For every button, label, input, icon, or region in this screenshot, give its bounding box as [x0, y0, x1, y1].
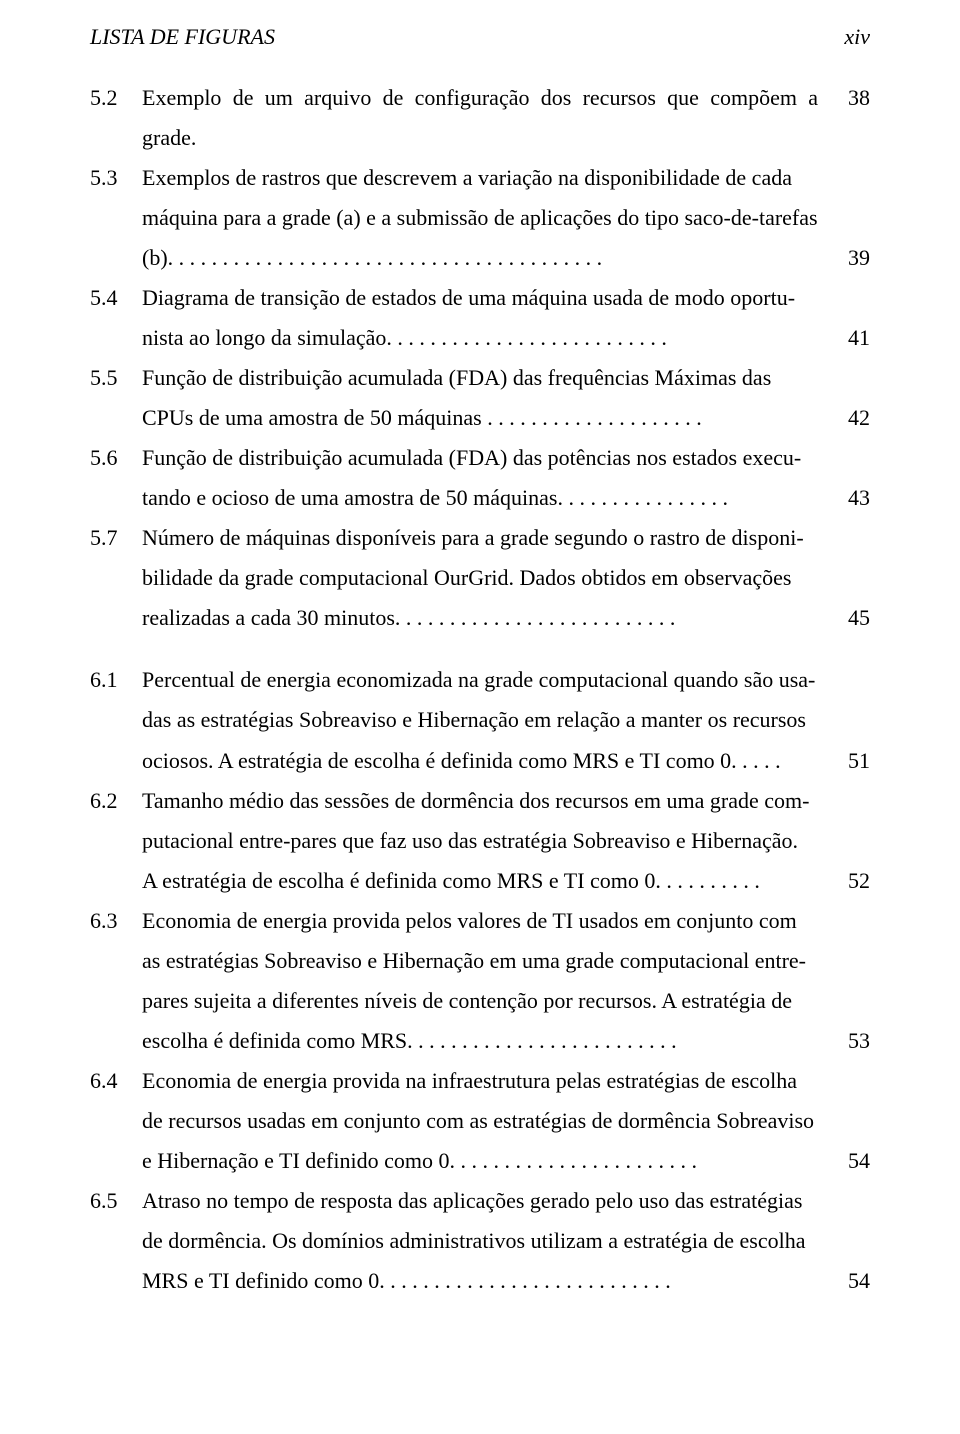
entry-text: Função de distribuição acumulada (FDA) d…: [142, 358, 870, 398]
entry-text: MRS e TI definido como 0. . . . . . . . …: [142, 1261, 818, 1301]
entry-text: escolha é definida como MRS. . . . . . .…: [142, 1021, 818, 1061]
entry-text: máquina para a grade (a) e a submissão d…: [142, 198, 870, 238]
entry-number: 5.7: [90, 518, 142, 558]
entry-text: tando e ocioso de uma amostra de 50 máqu…: [142, 478, 818, 518]
entry-body: Número de máquinas disponíveis para a gr…: [142, 518, 870, 558]
entry-number: 5.3: [90, 158, 142, 198]
entry-text: e Hibernação e TI definido como 0. . . .…: [142, 1141, 818, 1181]
entry-body: Função de distribuição acumulada (FDA) d…: [142, 358, 870, 398]
entry-page: 45: [818, 598, 870, 638]
entry-text: Economia de energia provida pelos valore…: [142, 901, 870, 941]
entry-number: 6.1: [90, 660, 142, 700]
entry-body: Economia de energia provida pelos valore…: [142, 901, 870, 941]
entry-page: 38: [818, 78, 870, 118]
lof-entry-cont: tando e ocioso de uma amostra de 50 máqu…: [90, 478, 870, 518]
entry-page: 39: [818, 238, 870, 278]
entry-page: 53: [818, 1021, 870, 1061]
entry-page: 42: [818, 398, 870, 438]
lof-entry: 5.2Exemplo de um arquivo de configuração…: [90, 78, 870, 158]
entry-number: 5.4: [90, 278, 142, 318]
lof-entry-cont: putacional entre-pares que faz uso das e…: [90, 821, 870, 861]
lof-entry: 6.2Tamanho médio das sessões de dormênci…: [90, 781, 870, 821]
lof-entry-cont: escolha é definida como MRS. . . . . . .…: [90, 1021, 870, 1061]
lof-entry-cont: e Hibernação e TI definido como 0. . . .…: [90, 1141, 870, 1181]
entry-text: nista ao longo da simulação. . . . . . .…: [142, 318, 818, 358]
entry-number: 6.4: [90, 1061, 142, 1101]
lof-entry-cont: de dormência. Os domínios administrativo…: [90, 1221, 870, 1261]
entry-text: Exemplo de um arquivo de configuração do…: [142, 78, 818, 158]
entry-page: 51: [818, 741, 870, 781]
lof-entry-cont: de recursos usadas em conjunto com as es…: [90, 1101, 870, 1141]
entry-text: A estratégia de escolha é definida como …: [142, 861, 818, 901]
entry-body: Tamanho médio das sessões de dormência d…: [142, 781, 870, 821]
lof-entry: 6.4Economia de energia provida na infrae…: [90, 1061, 870, 1101]
entry-text: Tamanho médio das sessões de dormência d…: [142, 781, 870, 821]
lof-entry-cont: nista ao longo da simulação. . . . . . .…: [90, 318, 870, 358]
section-gap: [90, 638, 870, 660]
entry-page: 41: [818, 318, 870, 358]
entry-text: pares sujeita a diferentes níveis de con…: [142, 981, 870, 1021]
entry-text: putacional entre-pares que faz uso das e…: [142, 821, 870, 861]
entry-text: ociosos. A estratégia de escolha é defin…: [142, 741, 818, 781]
entry-text: de dormência. Os domínios administrativo…: [142, 1221, 870, 1261]
entry-body: Função de distribuição acumulada (FDA) d…: [142, 438, 870, 478]
lof-entry-cont: as estratégias Sobreaviso e Hibernação e…: [90, 941, 870, 981]
entry-number: 5.2: [90, 78, 142, 118]
lof-entry-cont: das as estratégias Sobreaviso e Hibernaç…: [90, 700, 870, 740]
lof-entry: 5.6Função de distribuição acumulada (FDA…: [90, 438, 870, 478]
entry-body: Economia de energia provida na infraestr…: [142, 1061, 870, 1101]
entry-page: 54: [818, 1261, 870, 1301]
entry-text: (b). . . . . . . . . . . . . . . . . . .…: [142, 238, 818, 278]
entry-text: as estratégias Sobreaviso e Hibernação e…: [142, 941, 870, 981]
entry-text: Atraso no tempo de resposta das aplicaçõ…: [142, 1181, 870, 1221]
lof-entry-cont: bilidade da grade computacional OurGrid.…: [90, 558, 870, 598]
entry-body: Exemplo de um arquivo de configuração do…: [142, 78, 870, 158]
list-of-figures: 5.2Exemplo de um arquivo de configuração…: [90, 78, 870, 1301]
lof-entry-cont: MRS e TI definido como 0. . . . . . . . …: [90, 1261, 870, 1301]
entry-page: 54: [818, 1141, 870, 1181]
lof-entry: 6.3Economia de energia provida pelos val…: [90, 901, 870, 941]
entry-text: realizadas a cada 30 minutos. . . . . . …: [142, 598, 818, 638]
lof-entry-cont: A estratégia de escolha é definida como …: [90, 861, 870, 901]
entry-text: Número de máquinas disponíveis para a gr…: [142, 518, 870, 558]
entry-number: 5.6: [90, 438, 142, 478]
entry-body: Percentual de energia economizada na gra…: [142, 660, 870, 700]
lof-entry-cont: máquina para a grade (a) e a submissão d…: [90, 198, 870, 238]
lof-entry: 5.4Diagrama de transição de estados de u…: [90, 278, 870, 318]
entry-text: de recursos usadas em conjunto com as es…: [142, 1101, 870, 1141]
lof-entry: 5.3Exemplos de rastros que descrevem a v…: [90, 158, 870, 198]
entry-number: 6.5: [90, 1181, 142, 1221]
entry-number: 6.3: [90, 901, 142, 941]
entry-text: Diagrama de transição de estados de uma …: [142, 278, 870, 318]
lof-entry: 6.1Percentual de energia economizada na …: [90, 660, 870, 700]
lof-entry: 5.7Número de máquinas disponíveis para a…: [90, 518, 870, 558]
header-left: LISTA DE FIGURAS: [90, 24, 275, 50]
lof-entry-cont: pares sujeita a diferentes níveis de con…: [90, 981, 870, 1021]
entry-number: 6.2: [90, 781, 142, 821]
lof-entry-cont: CPUs de uma amostra de 50 máquinas . . .…: [90, 398, 870, 438]
entry-text: Economia de energia provida na infraestr…: [142, 1061, 870, 1101]
entry-body: Atraso no tempo de resposta das aplicaçõ…: [142, 1181, 870, 1221]
page: LISTA DE FIGURAS xiv 5.2Exemplo de um ar…: [0, 0, 960, 1434]
running-header: LISTA DE FIGURAS xiv: [90, 24, 870, 50]
lof-entry: 5.5Função de distribuição acumulada (FDA…: [90, 358, 870, 398]
entry-text: Percentual de energia economizada na gra…: [142, 660, 870, 700]
entry-body: Exemplos de rastros que descrevem a vari…: [142, 158, 870, 198]
lof-entry-cont: (b). . . . . . . . . . . . . . . . . . .…: [90, 238, 870, 278]
header-right: xiv: [844, 24, 870, 50]
entry-text: bilidade da grade computacional OurGrid.…: [142, 558, 870, 598]
entry-text: das as estratégias Sobreaviso e Hibernaç…: [142, 700, 870, 740]
lof-entry: 6.5Atraso no tempo de resposta das aplic…: [90, 1181, 870, 1221]
entry-text: CPUs de uma amostra de 50 máquinas . . .…: [142, 398, 818, 438]
lof-entry-cont: realizadas a cada 30 minutos. . . . . . …: [90, 598, 870, 638]
entry-text: Exemplos de rastros que descrevem a vari…: [142, 158, 870, 198]
entry-page: 52: [818, 861, 870, 901]
entry-number: 5.5: [90, 358, 142, 398]
entry-body: Diagrama de transição de estados de uma …: [142, 278, 870, 318]
entry-text: Função de distribuição acumulada (FDA) d…: [142, 438, 870, 478]
lof-entry-cont: ociosos. A estratégia de escolha é defin…: [90, 741, 870, 781]
entry-page: 43: [818, 478, 870, 518]
